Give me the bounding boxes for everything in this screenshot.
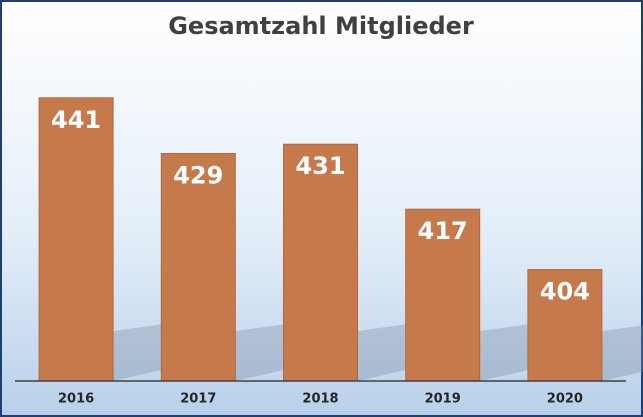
data-label: 429 <box>173 162 223 190</box>
data-label: 404 <box>540 278 590 306</box>
bar <box>527 269 603 382</box>
x-tick-label: 2020 <box>547 392 583 407</box>
chart-title: Gesamtzahl Mitglieder <box>168 12 474 40</box>
x-tick-label: 2018 <box>302 392 338 407</box>
x-tick-label: 2017 <box>180 392 216 407</box>
bar <box>38 97 114 382</box>
data-label: 417 <box>418 217 468 245</box>
data-label: 441 <box>51 106 101 134</box>
x-tick-label: 2016 <box>58 392 94 407</box>
bar <box>405 208 481 382</box>
x-tick-label: 2019 <box>425 392 461 407</box>
bar-shadow <box>601 325 643 381</box>
data-label: 431 <box>295 152 345 180</box>
bar <box>283 143 358 382</box>
